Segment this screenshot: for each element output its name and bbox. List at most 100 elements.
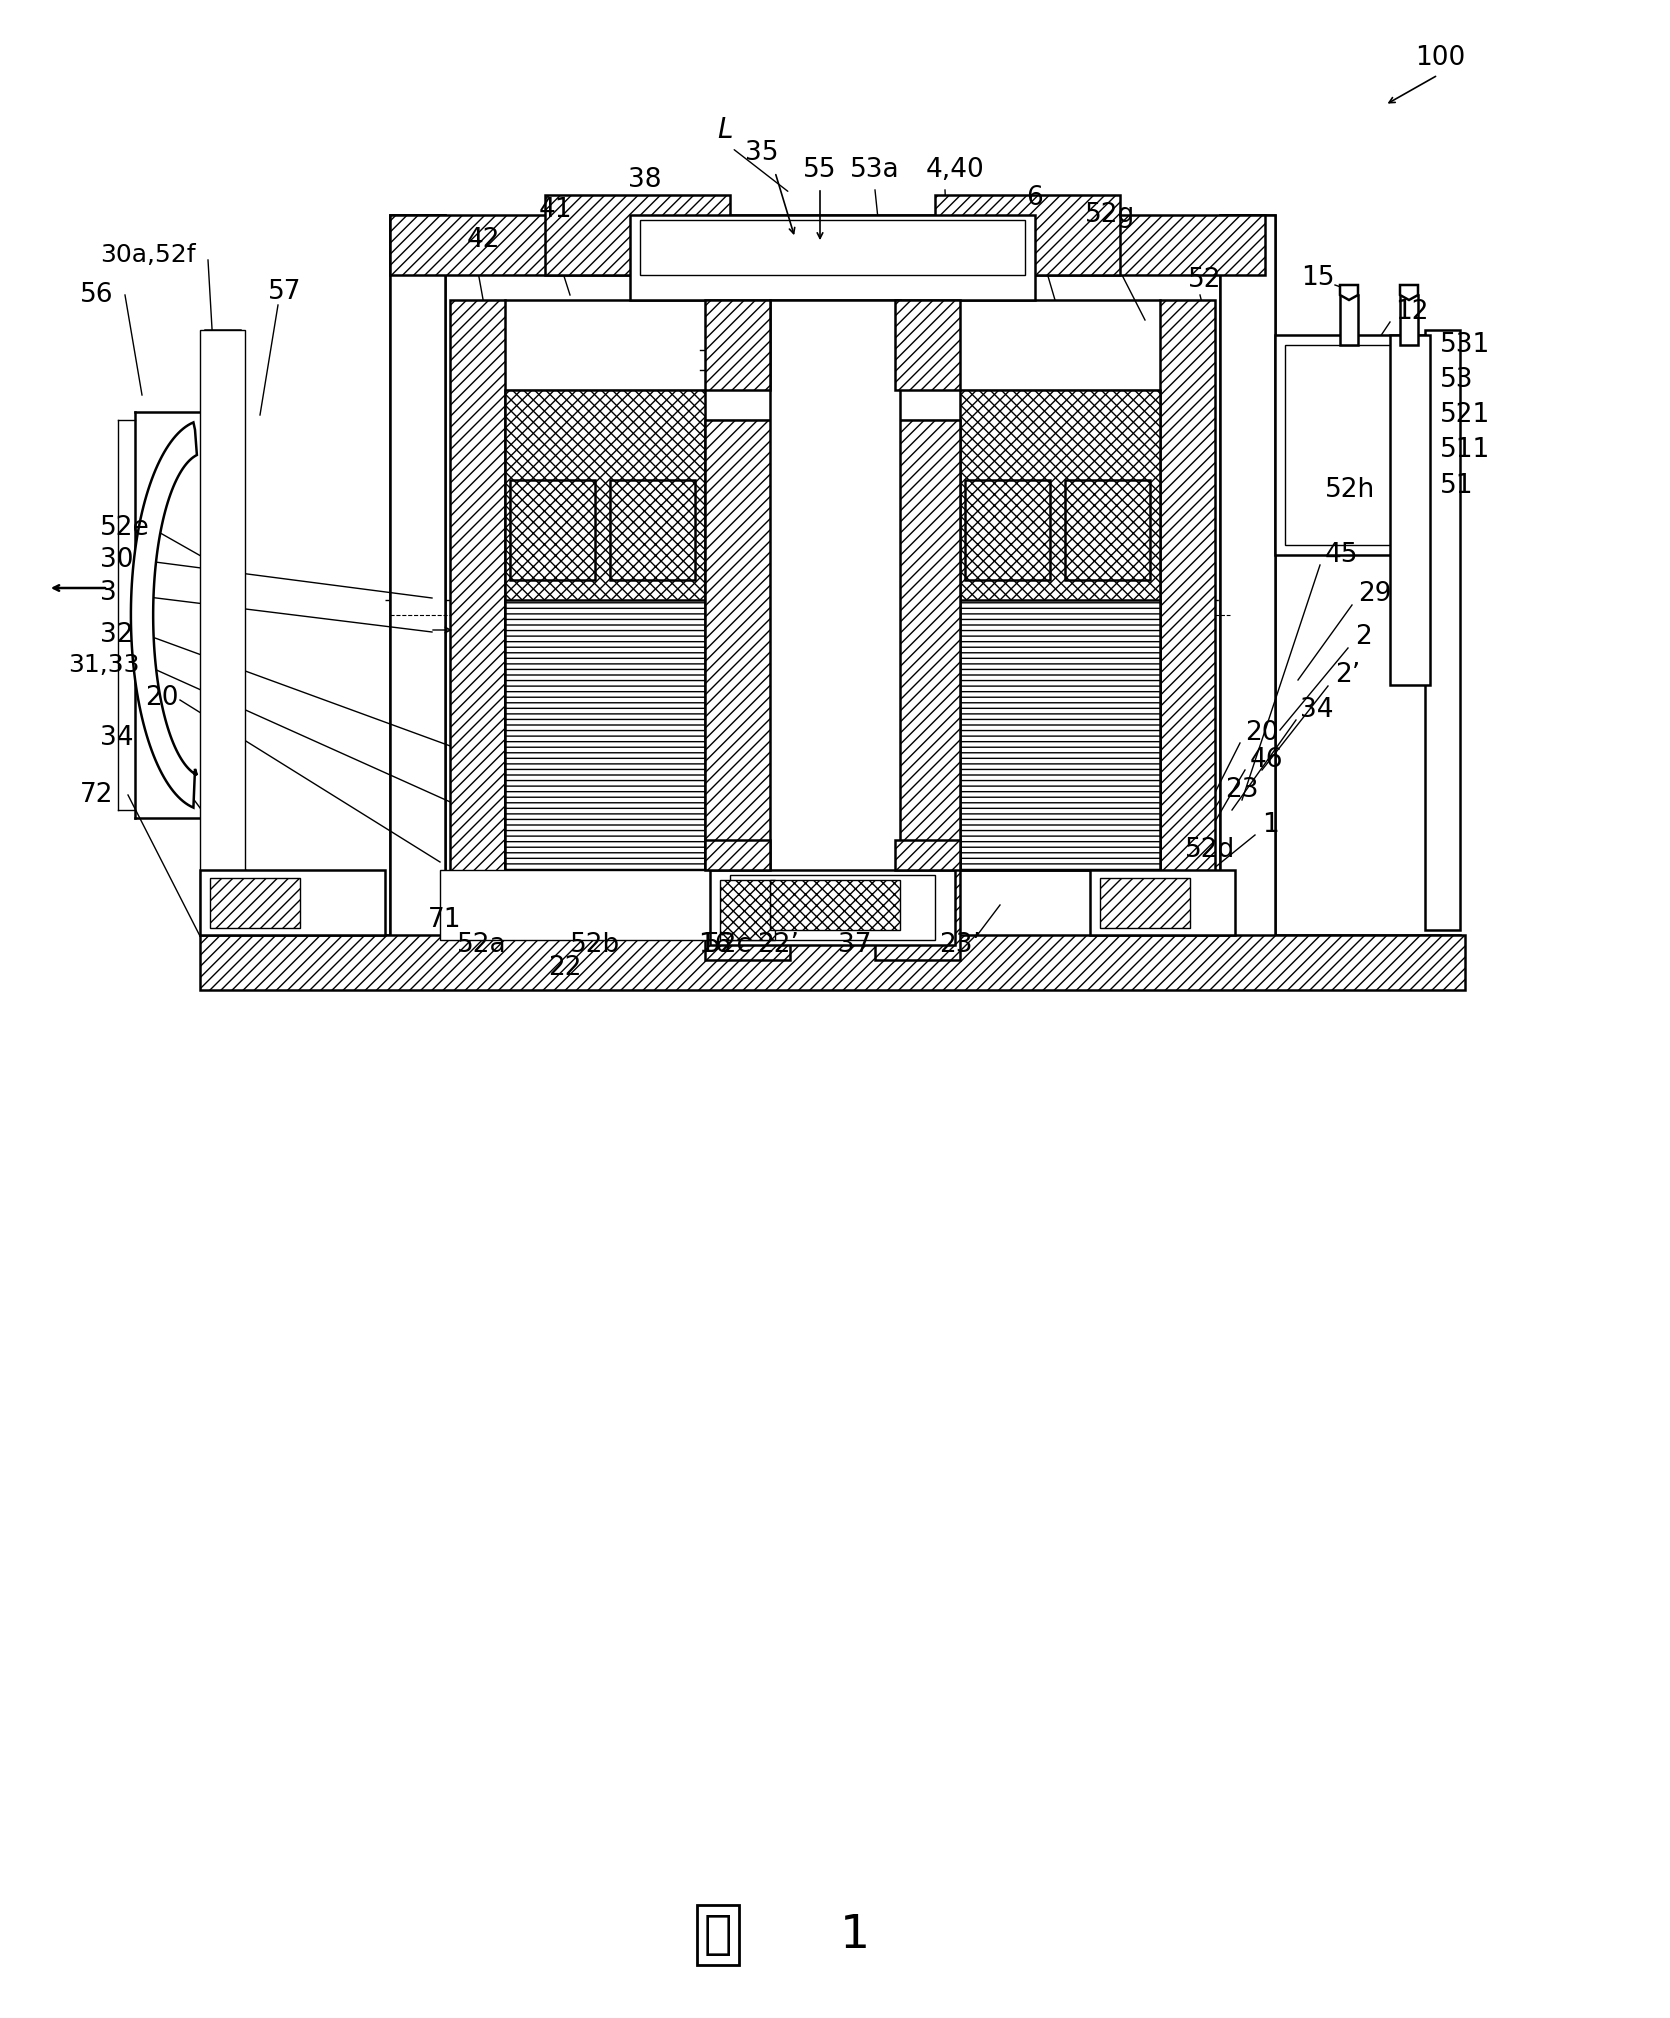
Bar <box>504 389 705 870</box>
Bar <box>1274 335 1425 555</box>
Text: 56: 56 <box>80 283 114 309</box>
Text: 20: 20 <box>145 684 179 710</box>
Bar <box>544 196 730 274</box>
Bar <box>1389 335 1430 684</box>
Text: 57: 57 <box>269 278 302 305</box>
Text: 41: 41 <box>538 198 571 224</box>
Bar <box>960 389 1161 870</box>
Bar <box>705 301 770 389</box>
Polygon shape <box>1399 285 1418 301</box>
Bar <box>1339 295 1358 345</box>
Text: 52h: 52h <box>1324 476 1376 502</box>
Text: 12: 12 <box>1394 299 1428 325</box>
Text: 22: 22 <box>548 955 581 981</box>
Text: 23: 23 <box>1226 777 1259 803</box>
Text: 52c: 52c <box>705 932 752 959</box>
Text: 15: 15 <box>1301 264 1334 291</box>
Bar <box>504 599 705 870</box>
Bar <box>1091 870 1236 934</box>
Text: 52: 52 <box>1189 266 1222 293</box>
Bar <box>449 301 504 930</box>
Text: 6: 6 <box>1027 186 1044 212</box>
Text: 52a: 52a <box>458 932 506 959</box>
Bar <box>630 216 1035 301</box>
Text: 52b: 52b <box>569 932 620 959</box>
Polygon shape <box>205 216 444 975</box>
Text: 23’: 23’ <box>939 932 980 959</box>
Bar <box>895 301 960 389</box>
Bar <box>1221 216 1274 975</box>
Text: 100: 100 <box>1414 44 1465 71</box>
Text: 38: 38 <box>628 167 661 194</box>
Text: 52g: 52g <box>1086 202 1136 228</box>
Text: 16: 16 <box>698 932 731 959</box>
Text: 2: 2 <box>1354 624 1371 650</box>
Bar <box>509 480 595 579</box>
Bar <box>720 880 775 940</box>
Bar <box>960 599 1161 870</box>
Text: 521: 521 <box>1440 402 1490 428</box>
Text: 52e: 52e <box>100 515 150 541</box>
Bar <box>1425 331 1460 930</box>
Bar <box>710 870 955 944</box>
Text: 1: 1 <box>1263 811 1279 837</box>
Bar <box>770 880 900 930</box>
Polygon shape <box>1221 216 1460 975</box>
Bar <box>1065 480 1151 579</box>
Bar <box>1399 295 1418 345</box>
Text: 37: 37 <box>838 932 872 959</box>
Text: 52d: 52d <box>1186 837 1236 864</box>
Text: 531: 531 <box>1440 333 1490 357</box>
Bar <box>770 301 900 940</box>
Bar <box>965 480 1050 579</box>
Text: 51: 51 <box>1440 472 1473 498</box>
Polygon shape <box>130 422 197 807</box>
Bar <box>200 870 386 934</box>
Bar <box>391 216 444 975</box>
Text: 22’: 22’ <box>757 932 798 959</box>
Polygon shape <box>1339 285 1358 301</box>
Text: 29: 29 <box>1358 581 1391 607</box>
Bar <box>200 331 245 930</box>
Text: 32: 32 <box>100 622 134 648</box>
Bar <box>391 216 1264 274</box>
Text: 511: 511 <box>1440 438 1490 462</box>
Text: 72: 72 <box>80 783 114 807</box>
Text: 71: 71 <box>428 906 461 932</box>
Bar <box>205 331 240 930</box>
Text: 20: 20 <box>1246 720 1279 747</box>
Bar <box>935 196 1121 274</box>
Bar <box>610 480 695 579</box>
Bar <box>875 420 960 961</box>
Bar <box>504 389 705 870</box>
Text: 55: 55 <box>803 157 837 184</box>
Text: 30: 30 <box>100 547 134 573</box>
Bar <box>1284 345 1414 545</box>
Text: 35: 35 <box>745 139 778 165</box>
Text: 34: 34 <box>1299 696 1334 722</box>
Bar <box>960 389 1161 870</box>
Text: 45: 45 <box>1324 543 1358 567</box>
Text: 2’: 2’ <box>1334 662 1361 688</box>
Text: 3: 3 <box>100 579 117 605</box>
Text: 53: 53 <box>1440 367 1473 394</box>
Bar <box>705 839 770 870</box>
Bar <box>640 220 1025 274</box>
Bar <box>730 876 935 940</box>
Bar <box>1161 301 1216 930</box>
Bar <box>200 934 1465 991</box>
Text: 4,40: 4,40 <box>925 157 984 184</box>
Bar <box>705 420 790 961</box>
Text: 53a: 53a <box>850 157 900 184</box>
Text: L: L <box>716 115 733 143</box>
Bar <box>1101 878 1191 928</box>
Text: 1: 1 <box>840 1913 870 1957</box>
Text: 31,33: 31,33 <box>68 654 140 676</box>
Bar <box>439 870 770 940</box>
Text: 30a,52f: 30a,52f <box>100 242 195 266</box>
Text: 图: 图 <box>703 1913 731 1957</box>
Text: 46: 46 <box>1251 747 1284 773</box>
Text: 34: 34 <box>100 724 134 751</box>
Text: 42: 42 <box>466 226 499 252</box>
Bar <box>210 878 301 928</box>
